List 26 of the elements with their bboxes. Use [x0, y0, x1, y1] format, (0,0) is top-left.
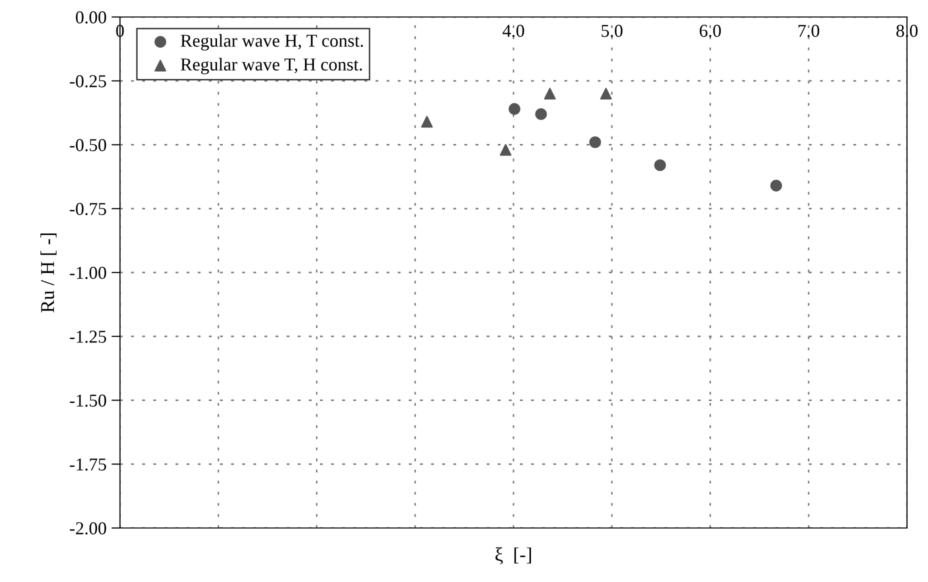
y-tick-label: -0.50	[70, 139, 106, 152]
y-tick-label: -0.75	[70, 202, 106, 216]
y-axis-title: Ru / H [ -]	[40, 233, 57, 312]
point	[589, 136, 601, 148]
y-tick-label: 0.00	[76, 11, 106, 24]
point	[500, 144, 512, 156]
legend-label: Regular wave H, T const.	[180, 34, 363, 51]
point	[508, 103, 520, 115]
point	[544, 88, 556, 100]
x-tick-label: 5.0	[602, 24, 622, 38]
y-tick-label: -1.00	[70, 266, 106, 280]
x-tick-label: 7.0	[798, 24, 820, 38]
point	[654, 159, 666, 172]
y-tick-label: -1.50	[70, 394, 106, 407]
legend-label: Regular wave T, H const.	[180, 58, 362, 74]
x-axis-title: ξ [-]	[495, 547, 531, 564]
point	[770, 180, 782, 192]
x-tick-label: 6.0	[700, 24, 721, 38]
x-tick-label: 4.0	[502, 24, 524, 38]
y-tick-label: -1.75	[70, 458, 106, 471]
y-tick-label: -2.00	[70, 522, 106, 535]
point	[421, 116, 433, 128]
y-tick-label: -0.25	[70, 75, 106, 88]
y-tick-label: -1.25	[70, 330, 106, 343]
point	[600, 88, 612, 100]
point	[535, 108, 547, 120]
